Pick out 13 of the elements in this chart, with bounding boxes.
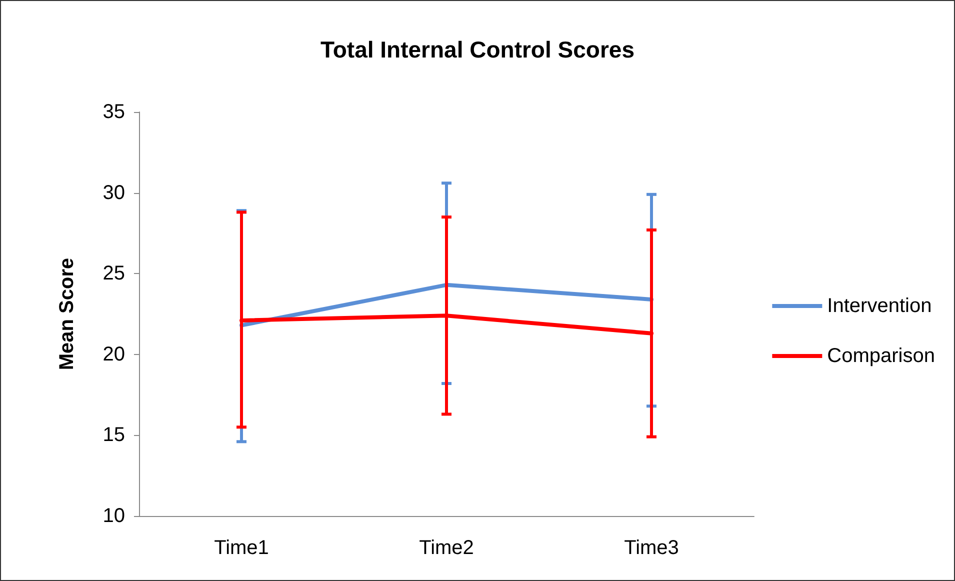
legend-label: Comparison [827,345,936,367]
y-tick-label: 30 [102,182,125,204]
y-tick-label: 35 [102,101,125,123]
y-tick-label: 25 [102,262,125,285]
y-tick-label: 15 [102,424,125,446]
y-tick-label: 10 [102,505,125,527]
x-tick-label: Time3 [624,537,679,559]
chart-title: Total Internal Control Scores [320,36,634,62]
x-tick-label: Time1 [214,537,269,559]
y-axis-title: Mean Score [56,258,78,370]
legend-label: Intervention [827,295,932,317]
x-tick-label: Time2 [419,537,474,559]
y-tick-label: 20 [102,343,125,366]
